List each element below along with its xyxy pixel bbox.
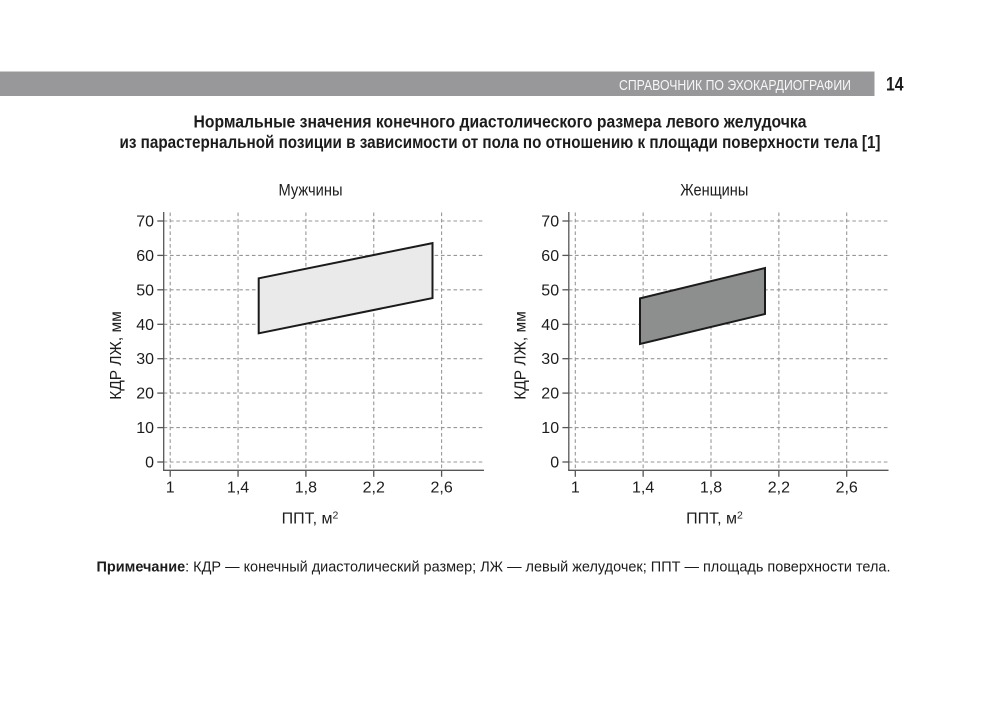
svg-text:Нормальные значения конечного: Нормальные значения конечного диастоличе…	[194, 111, 807, 131]
svg-text:КДР ЛЖ, мм: КДР ЛЖ, мм	[513, 311, 530, 400]
svg-text:40: 40	[541, 317, 559, 334]
svg-text:60: 60	[136, 248, 154, 265]
svg-text:70: 70	[541, 214, 559, 231]
svg-text:1: 1	[166, 479, 175, 496]
svg-text:40: 40	[136, 317, 154, 334]
svg-text:Женщины: Женщины	[680, 182, 748, 200]
svg-text:Примечание: КДР — конечный диа: Примечание: КДР — конечный диастолически…	[97, 559, 891, 576]
svg-text:1,4: 1,4	[632, 479, 654, 496]
svg-text:2,2: 2,2	[768, 479, 790, 496]
svg-text:14: 14	[886, 73, 904, 95]
svg-text:20: 20	[136, 386, 154, 403]
svg-text:50: 50	[541, 282, 559, 299]
svg-text:20: 20	[541, 386, 559, 403]
svg-text:2,6: 2,6	[430, 479, 452, 496]
svg-text:СПРАВОЧНИК ПО ЭХОКАРДИОГРАФИИ: СПРАВОЧНИК ПО ЭХОКАРДИОГРАФИИ	[619, 77, 851, 94]
svg-text:Мужчины: Мужчины	[279, 182, 343, 200]
svg-text:2,6: 2,6	[836, 479, 858, 496]
svg-text:0: 0	[145, 455, 154, 472]
svg-text:30: 30	[541, 351, 559, 368]
svg-text:ППТ, м2: ППТ, м2	[282, 510, 339, 528]
svg-text:КДР ЛЖ, мм: КДР ЛЖ, мм	[108, 311, 125, 400]
svg-text:1: 1	[571, 479, 580, 496]
svg-text:0: 0	[550, 455, 559, 472]
svg-text:60: 60	[541, 248, 559, 265]
svg-text:30: 30	[136, 351, 154, 368]
svg-text:70: 70	[136, 214, 154, 231]
svg-text:10: 10	[136, 420, 154, 437]
svg-text:1,8: 1,8	[295, 479, 317, 496]
svg-text:ППТ, м2: ППТ, м2	[686, 510, 743, 528]
svg-text:1,8: 1,8	[700, 479, 722, 496]
svg-text:50: 50	[136, 282, 154, 299]
svg-text:10: 10	[541, 420, 559, 437]
svg-text:2,2: 2,2	[363, 479, 385, 496]
svg-text:1,4: 1,4	[227, 479, 249, 496]
svg-text:из парастернальной позиции в з: из парастернальной позиции в зависимости…	[120, 132, 881, 152]
